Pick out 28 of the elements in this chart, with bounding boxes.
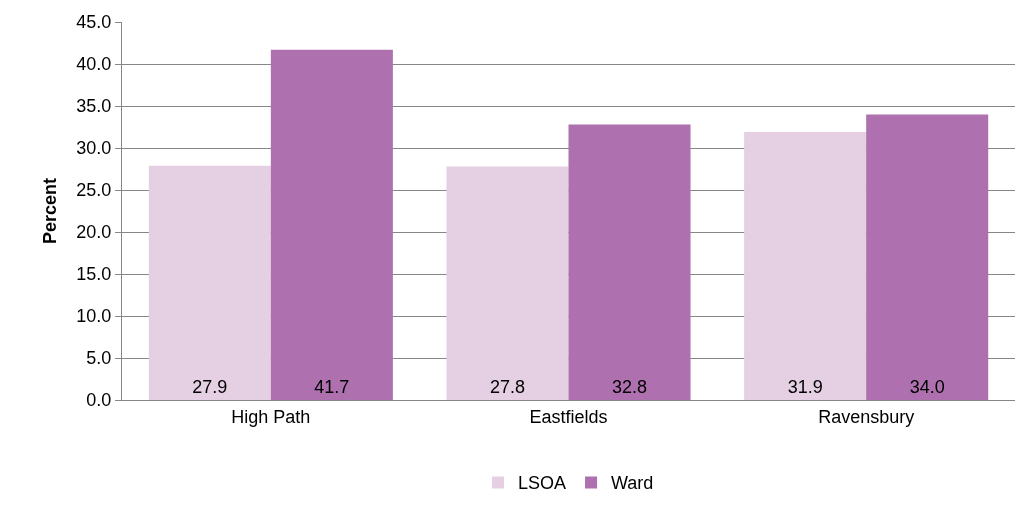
bar [744, 132, 867, 400]
legend-label: LSOA [518, 473, 567, 494]
bar [446, 166, 569, 400]
data-label: 31.9 [787, 377, 823, 397]
bar [148, 165, 271, 400]
data-label: 41.7 [314, 377, 350, 397]
y-tick-label: 0.0 [86, 390, 112, 411]
y-tick-label: 15.0 [76, 264, 112, 285]
y-tick-label: 45.0 [76, 12, 112, 33]
y-axis-title: Percent [39, 177, 60, 245]
bar [270, 49, 393, 400]
y-tick-label: 40.0 [76, 54, 112, 75]
y-tick-label: 5.0 [86, 348, 112, 369]
y-tick-label: 10.0 [76, 306, 112, 327]
bar [568, 124, 691, 400]
y-tick-label: 25.0 [76, 180, 112, 201]
data-label: 27.8 [489, 377, 525, 397]
x-tick-label: High Path [231, 406, 311, 427]
y-tick-label: 20.0 [76, 222, 112, 243]
y-tick-label: 35.0 [76, 96, 112, 117]
y-tick-label: 30.0 [76, 138, 112, 159]
data-label: 27.9 [192, 377, 228, 397]
bar [866, 114, 989, 400]
x-tick-label: Eastfields [529, 406, 608, 427]
data-label: 34.0 [909, 377, 945, 397]
data-label: 32.8 [612, 377, 648, 397]
legend-label: Ward [611, 473, 654, 494]
x-tick-label: Ravensbury [818, 406, 915, 427]
